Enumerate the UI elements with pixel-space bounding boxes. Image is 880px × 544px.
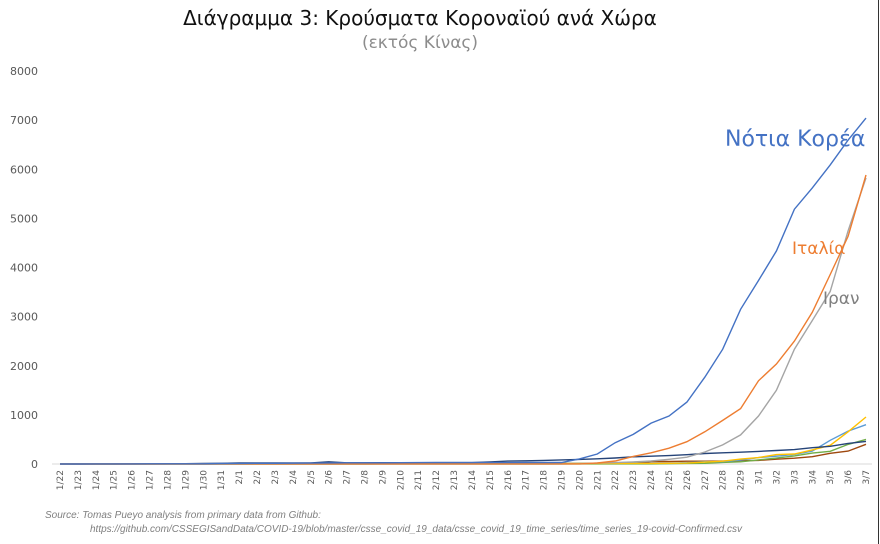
x-tick-label: 3/7 — [862, 470, 872, 484]
series-label: Ιραν — [823, 289, 860, 309]
x-tick-label: 2/15 — [486, 470, 496, 490]
x-tick-label: 1/29 — [181, 470, 191, 490]
x-tick-label: 1/30 — [199, 470, 209, 490]
x-tick-label: 1/25 — [110, 470, 120, 490]
x-tick-label: 2/28 — [719, 470, 729, 490]
x-tick-label: 3/3 — [790, 470, 800, 484]
series-line-2 — [60, 177, 867, 465]
y-tick-label: 3000 — [10, 311, 38, 324]
series-labels: Νότια Κορέα Ιταλία Ιραν — [725, 127, 865, 309]
series-line-0 — [60, 117, 867, 465]
x-tick-label: 2/18 — [540, 470, 550, 490]
x-tick-label: 2/12 — [432, 470, 442, 490]
x-tick-label: 2/25 — [665, 470, 675, 490]
x-axis-ticks: 1/22 1/23 1/24 1/25 1/26 1/27 1/28 1/29 1/30 1/31… — [56, 470, 872, 490]
x-tick-label: 2/29 — [737, 470, 747, 490]
x-tick-label: 2/7 — [343, 470, 353, 484]
x-tick-label: 2/20 — [575, 470, 585, 490]
series-label: Ιταλία — [792, 239, 845, 259]
x-tick-label: 3/1 — [755, 470, 765, 484]
x-tick-label: 3/6 — [844, 470, 854, 485]
x-tick-label: 1/23 — [74, 470, 84, 490]
series-line-1 — [60, 174, 867, 465]
x-tick-label: 3/2 — [772, 470, 782, 484]
y-tick-label: 1000 — [10, 409, 38, 422]
y-axis-ticks: 0 1000 2000 3000 4000 5000 6000 7000 8000 — [10, 65, 38, 471]
x-tick-label: 2/16 — [504, 470, 514, 490]
x-tick-label: 2/1 — [235, 470, 245, 484]
y-tick-label: 4000 — [10, 262, 38, 275]
x-tick-label: 2/4 — [289, 470, 299, 485]
series-label: Νότια Κορέα — [725, 127, 865, 152]
x-tick-label: 2/8 — [360, 470, 370, 485]
x-tick-label: 2/9 — [378, 470, 388, 485]
y-tick-label: 6000 — [10, 163, 38, 176]
x-tick-label: 1/27 — [146, 470, 156, 490]
x-tick-label: 2/3 — [271, 470, 281, 484]
x-tick-label: 2/19 — [558, 470, 568, 490]
x-tick-label: 2/11 — [414, 470, 424, 490]
x-tick-label: 2/26 — [683, 470, 693, 490]
series-lines — [59, 117, 867, 465]
x-tick-label: 2/2 — [253, 470, 263, 484]
chart-subtitle: (εκτός Κίνας) — [361, 33, 479, 53]
frame-border — [878, 0, 879, 544]
x-tick-label: 2/23 — [629, 470, 639, 490]
x-tick-label: 2/21 — [593, 470, 603, 490]
x-tick-label: 2/27 — [701, 470, 711, 490]
y-tick-label: 5000 — [10, 212, 38, 225]
x-tick-label: 2/24 — [647, 470, 657, 490]
series-line-4 — [60, 416, 867, 465]
y-tick-label: 7000 — [10, 114, 38, 127]
x-tick-label: 1/24 — [92, 470, 102, 490]
source-url: https://github.com/CSSEGISandData/COVID-… — [90, 524, 742, 535]
x-tick-label: 1/22 — [56, 470, 66, 490]
x-tick-label: 2/14 — [468, 470, 478, 490]
x-tick-label: 2/13 — [450, 470, 460, 490]
y-tick-label: 0 — [31, 458, 38, 471]
y-tick-label: 8000 — [10, 65, 38, 78]
x-tick-label: 2/6 — [325, 470, 335, 485]
y-tick-label: 2000 — [10, 360, 38, 373]
source-note: Source: Tomas Pueyo analysis from primar… — [45, 510, 321, 521]
chart-title: Διάγραμμα 3: Κρούσματα Κοροναϊού ανά Χώρ… — [183, 6, 657, 30]
x-tick-label: 3/4 — [808, 470, 818, 485]
x-tick-label: 2/22 — [611, 470, 621, 490]
x-tick-label: 2/17 — [522, 470, 532, 490]
x-tick-label: 2/5 — [307, 470, 317, 484]
x-tick-label: 1/31 — [217, 470, 227, 490]
x-tick-label: 1/28 — [163, 470, 173, 490]
x-tick-label: 2/10 — [396, 470, 406, 490]
x-tick-label: 3/5 — [826, 470, 836, 484]
x-tick-label: 1/26 — [128, 470, 138, 490]
